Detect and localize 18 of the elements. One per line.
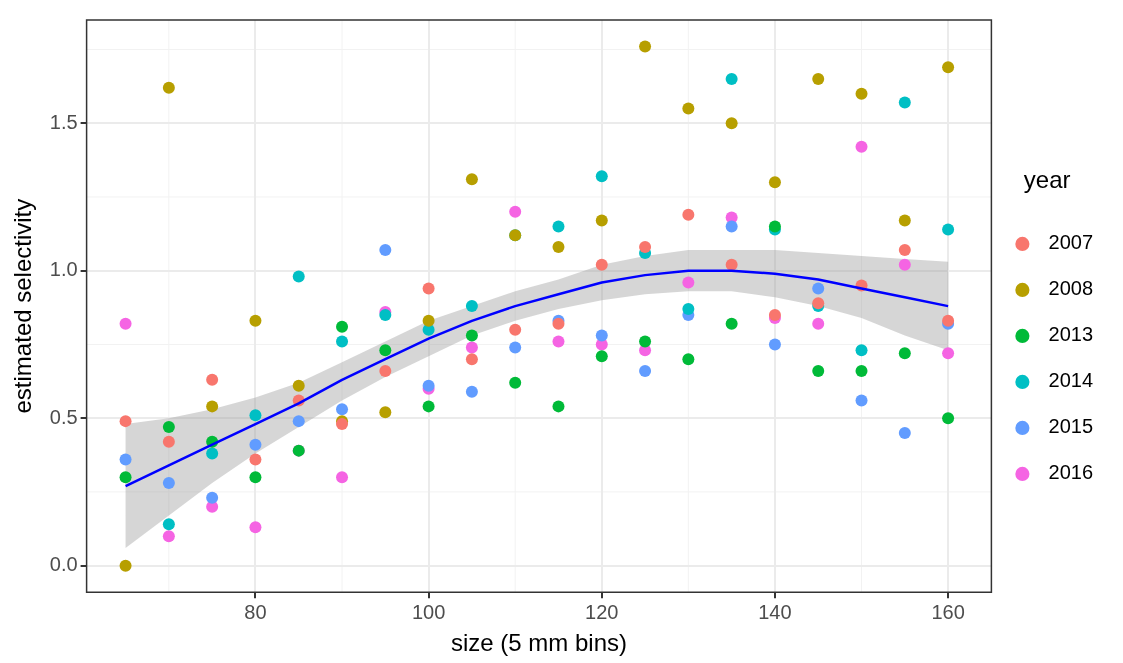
legend-label: 2008: [1037, 277, 1093, 300]
legend-title: year: [1023, 165, 1071, 193]
y-tick-label: 0.0: [49, 553, 78, 576]
x-tick-label: 120: [585, 600, 619, 623]
legend-label: 2007: [1037, 231, 1093, 254]
y-tick-label: 0.5: [49, 405, 78, 428]
x-tick-label: 80: [244, 600, 267, 623]
x-axis-title: size (5 mm bins): [450, 629, 628, 657]
x-tick-label: 160: [931, 600, 965, 623]
x-tick-label: 100: [411, 600, 446, 623]
x-tick-label: 140: [758, 600, 792, 623]
legend-label: 2013: [1037, 323, 1093, 346]
y-axis-title: estimated selectivity: [9, 198, 37, 414]
y-tick-label: 1.0: [49, 258, 78, 281]
legend-label: 2015: [1037, 415, 1093, 438]
legend-label: 2016: [1037, 461, 1093, 484]
y-tick-label: 1.5: [49, 110, 78, 133]
legend-label: 2014: [1037, 369, 1093, 392]
